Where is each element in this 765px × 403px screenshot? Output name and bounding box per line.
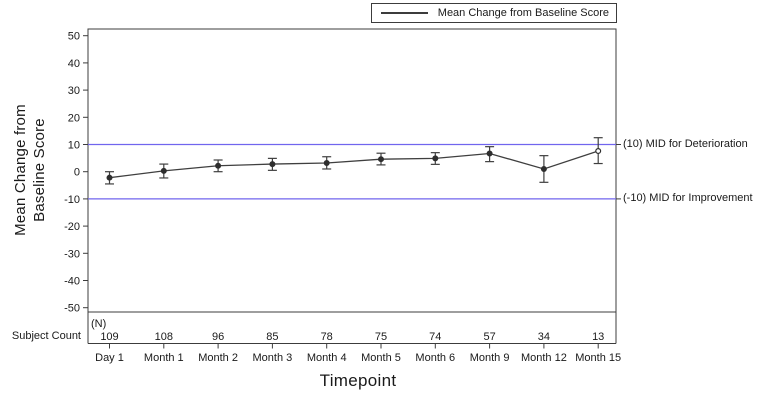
y-axis-title-line1: Mean Change from	[12, 104, 29, 236]
data-point-marker	[378, 156, 385, 163]
y-tick-label: -20	[64, 221, 80, 233]
n-count-header: (N)	[91, 318, 107, 330]
legend: Mean Change from Baseline Score	[370, 3, 617, 23]
y-axis-title-line2: Baseline Score	[31, 118, 48, 222]
y-tick-label: 20	[68, 112, 80, 124]
data-point-marker	[323, 159, 330, 166]
subject-count-value: 74	[429, 331, 441, 343]
legend-label: Mean Change from Baseline Score	[437, 7, 609, 19]
refline-label-improvement: (-10) MID for Improvement	[623, 192, 753, 204]
subject-count-value: 75	[375, 331, 387, 343]
legend-line-sample	[380, 12, 428, 14]
x-tick-label: Month 12	[521, 352, 567, 364]
data-point-marker	[106, 174, 113, 181]
x-tick-label: Month 4	[307, 352, 347, 364]
y-tick-label: -10	[64, 194, 80, 206]
data-point-marker	[160, 167, 167, 174]
x-axis-title: Timepoint	[319, 371, 397, 390]
subject-count-value: 34	[538, 331, 550, 343]
x-tick-label: Month 6	[415, 352, 455, 364]
subject-count-value: 13	[592, 331, 604, 343]
x-tick-label: Month 3	[253, 352, 293, 364]
subject-count-value: 109	[100, 331, 118, 343]
y-tick-label: -50	[64, 303, 80, 315]
y-tick-label: -30	[64, 248, 80, 260]
data-point-marker	[595, 148, 602, 155]
y-tick-label: 40	[68, 58, 80, 70]
refline-label-deterioration: (10) MID for Deterioration	[623, 138, 748, 150]
data-point-marker	[486, 150, 493, 157]
data-point-marker	[432, 155, 439, 162]
x-tick-label: Month 15	[575, 352, 621, 364]
x-tick-label: Month 2	[198, 352, 238, 364]
subject-count-value: 78	[321, 331, 333, 343]
subject-count-value: 108	[155, 331, 173, 343]
plot-frame	[87, 28, 617, 313]
y-tick-label: 50	[68, 31, 80, 43]
subject-count-value: 96	[212, 331, 224, 343]
y-axis-title: Mean Change from Baseline Score	[11, 20, 51, 320]
subject-count-value: 85	[266, 331, 278, 343]
x-tick-label: Month 5	[361, 352, 401, 364]
subject-count-value: 57	[483, 331, 495, 343]
data-point-marker	[215, 162, 222, 169]
subject-count-label: Subject Count	[11, 330, 81, 342]
y-tick-label: 0	[74, 167, 80, 179]
series-line	[109, 150, 599, 179]
data-point-marker	[269, 161, 276, 168]
x-tick-label: Day 1	[95, 352, 124, 364]
y-tick-label: 30	[68, 85, 80, 97]
y-tick-label: 10	[68, 140, 80, 152]
data-point-marker	[540, 165, 547, 172]
x-tick-label: Month 1	[144, 352, 184, 364]
x-tick-label: Month 9	[470, 352, 510, 364]
y-tick-label: -40	[64, 276, 80, 288]
